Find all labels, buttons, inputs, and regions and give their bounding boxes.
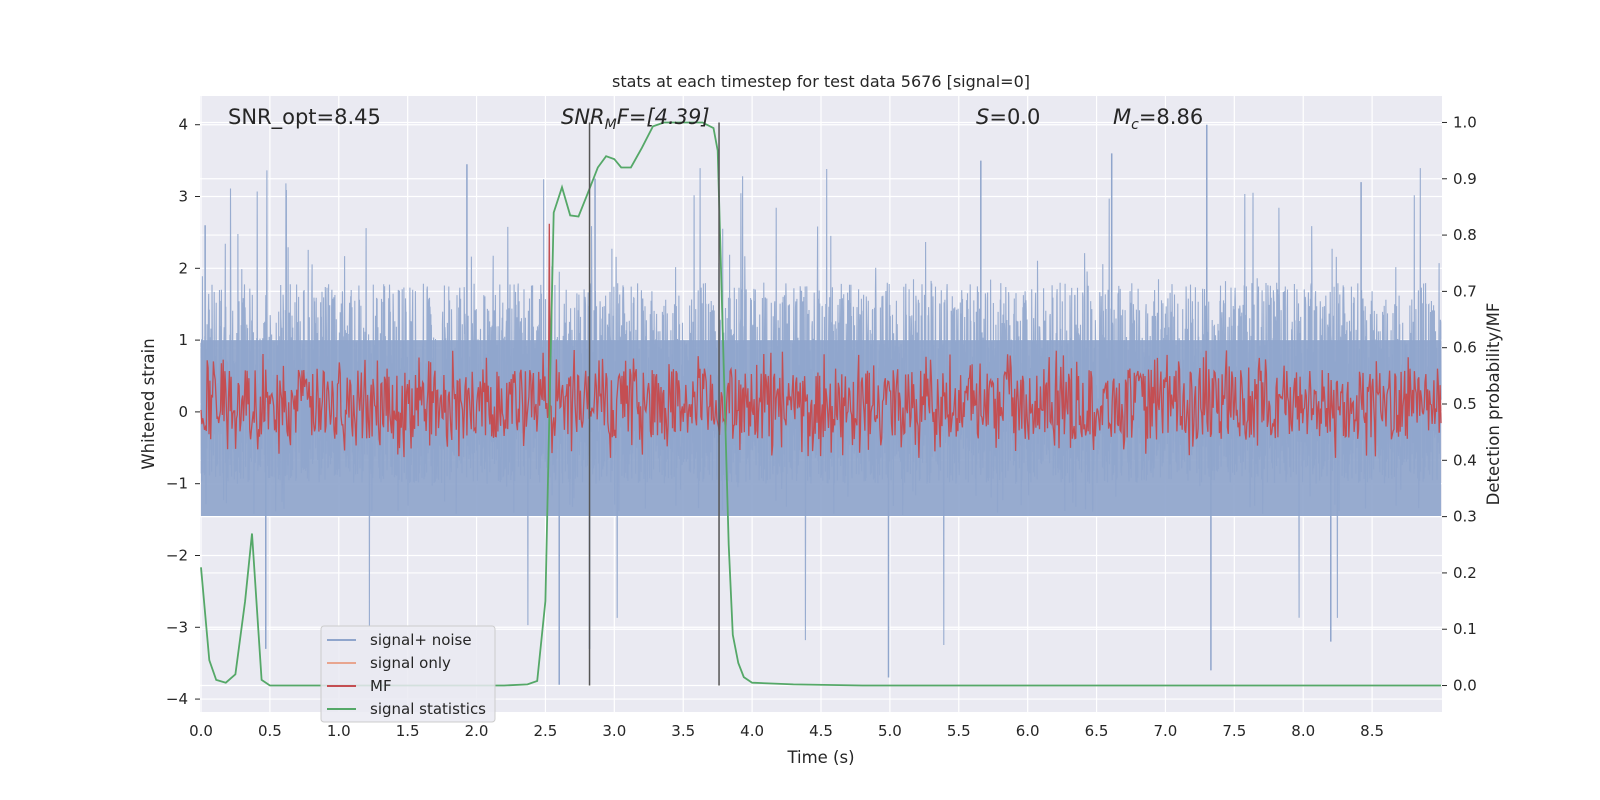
x-axis-label: Time (s) xyxy=(786,748,854,767)
x-tick-label: 7.0 xyxy=(1154,722,1178,740)
s-symbol: S xyxy=(976,105,989,129)
y-tick-label: 4 xyxy=(178,116,188,134)
y2-tick-label: 0.4 xyxy=(1453,451,1477,469)
x-tick-label: 4.5 xyxy=(809,722,833,740)
y2-tick-label: 0.5 xyxy=(1453,395,1477,413)
legend-label-signal-only: signal only xyxy=(370,654,451,672)
y-tick-label: −3 xyxy=(166,618,188,636)
x-tick-label: 1.0 xyxy=(327,722,351,740)
snr-mf-subscript: M xyxy=(605,117,617,133)
y2-axis-label: Detection probability/MF xyxy=(1484,303,1503,506)
x-tick-label: 8.5 xyxy=(1360,722,1384,740)
y-tick-label: −1 xyxy=(166,475,188,493)
y2-tick-label: 0.3 xyxy=(1453,508,1477,526)
y2-tick-label: 0.9 xyxy=(1453,170,1477,188)
x-tick-label: 5.5 xyxy=(947,722,971,740)
x-tick-label: 4.0 xyxy=(740,722,764,740)
legend-box xyxy=(320,625,496,723)
x-tick-label: 2.0 xyxy=(465,722,489,740)
snr-mf-value: F=[4.39] xyxy=(617,105,710,129)
mc-annotation: Mc=8.86 xyxy=(1113,105,1203,133)
y2-tick-label: 0.6 xyxy=(1453,339,1477,357)
axes: 0.0 0.5 1.0 1.5 2.0 2.5 3.0 3.5 4.0 4.5 5.0 5.5 6.0 6… xyxy=(166,113,1477,740)
y2-tick-label: 0.8 xyxy=(1453,226,1477,244)
y-axis-label: Whitened strain xyxy=(139,338,158,469)
y-tick-label: 0 xyxy=(178,403,188,421)
y2-tick-label: 1.0 xyxy=(1453,113,1477,131)
legend-label-signal-noise: signal+ noise xyxy=(370,631,472,649)
x-tick-label: 8.0 xyxy=(1291,722,1315,740)
data-layer xyxy=(200,121,1442,687)
y2-tick-label: 0.0 xyxy=(1453,677,1477,695)
y-tick-label: −2 xyxy=(166,546,188,564)
legend: signal+ noise signal only MF signal stat… xyxy=(320,625,496,723)
snr-mf-annotation: SNRMF=[4.39] xyxy=(561,105,710,133)
mc-symbol: M xyxy=(1113,105,1131,129)
x-tick-label: 5.0 xyxy=(878,722,902,740)
x-tick-label: 0.5 xyxy=(258,722,282,740)
x-tick-label: 1.5 xyxy=(396,722,420,740)
y-tick-label: −4 xyxy=(166,690,188,708)
x-tick-label: 3.0 xyxy=(602,722,626,740)
y2-tick-label: 0.1 xyxy=(1453,620,1477,638)
mf-trace xyxy=(200,223,1442,458)
mc-value: =8.86 xyxy=(1139,105,1203,129)
x-tick-label: 3.5 xyxy=(671,722,695,740)
y-tick-label: 3 xyxy=(178,188,188,206)
mc-subscript: c xyxy=(1131,117,1139,133)
signal-statistics-line xyxy=(200,121,1441,687)
chart-title: stats at each timestep for test data 567… xyxy=(612,72,1030,91)
y-tick-label: 2 xyxy=(178,259,188,277)
y-tick-label: 1 xyxy=(178,331,188,349)
x-tick-label: 2.5 xyxy=(534,722,558,740)
x-tick-label: 6.0 xyxy=(1016,722,1040,740)
x-tick-label: 6.5 xyxy=(1085,722,1109,740)
x-tick-label: 0.0 xyxy=(189,722,213,740)
s-value: =0.0 xyxy=(989,105,1040,129)
y2-tick-label: 0.2 xyxy=(1453,564,1477,582)
snr-opt-annotation: SNR_opt=8.45 xyxy=(228,105,381,130)
legend-label-mf: MF xyxy=(370,677,392,695)
s-annotation: S=0.0 xyxy=(976,105,1040,129)
legend-label-signal-statistics: signal statistics xyxy=(370,700,486,718)
y2-tick-label: 0.7 xyxy=(1453,282,1477,300)
snr-mf-symbol: SNR xyxy=(561,105,605,129)
x-tick-label: 7.5 xyxy=(1222,722,1246,740)
